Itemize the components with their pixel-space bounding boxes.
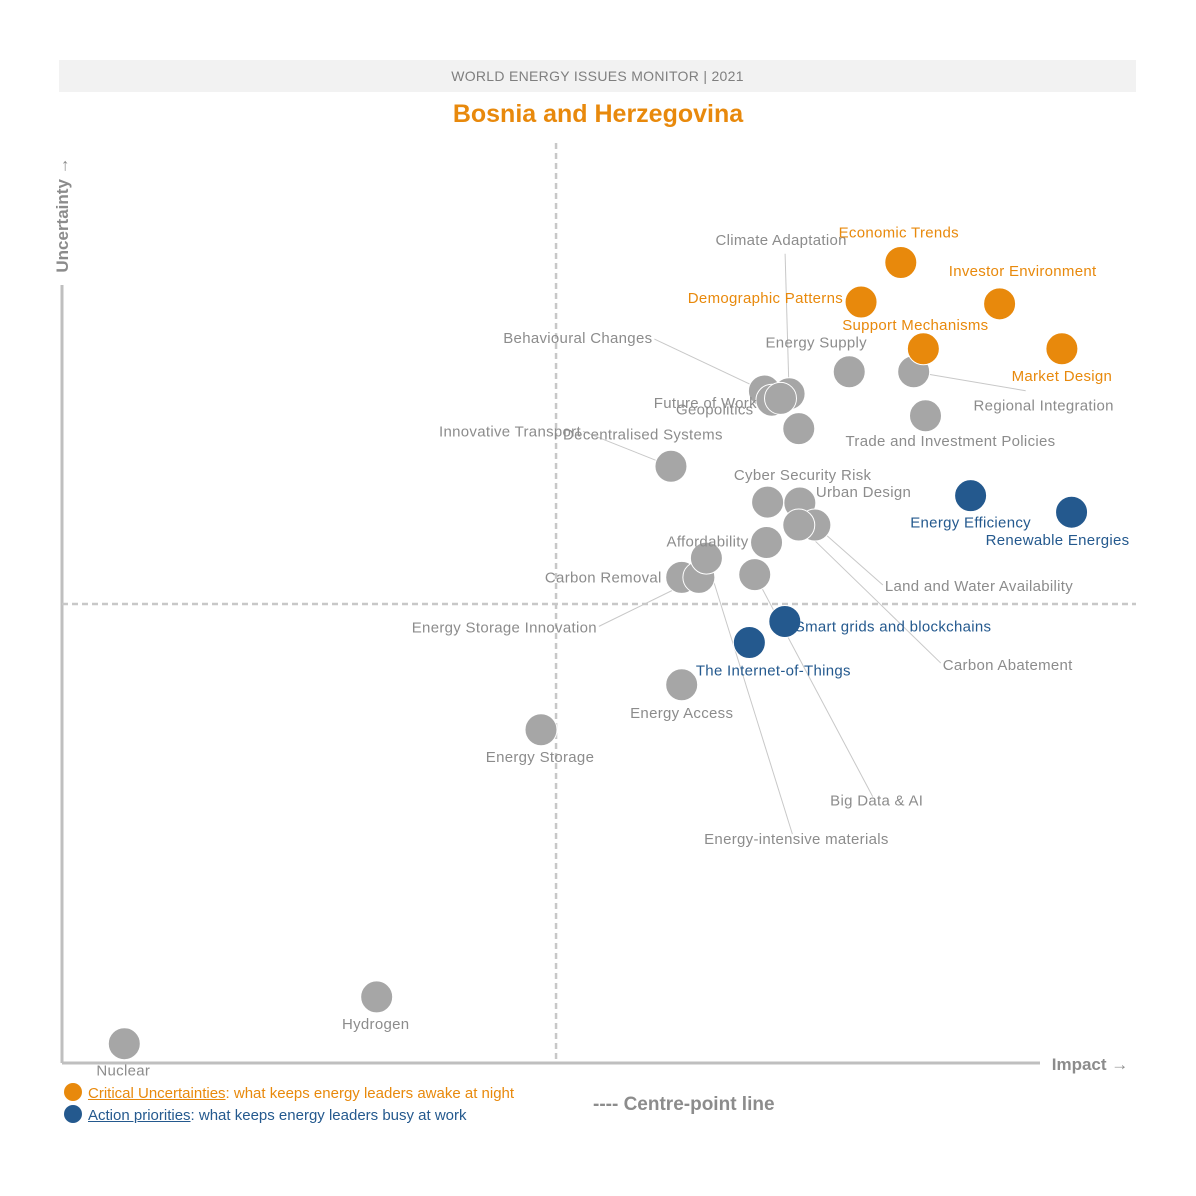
label-investor-environment: Investor Environment xyxy=(949,263,1097,280)
point-trade-and-investment-policies xyxy=(908,399,942,433)
point-nuclear xyxy=(107,1027,141,1061)
label-energy-intensive-materials: Energy-intensive materials xyxy=(704,831,889,848)
report-header: WORLD ENERGY ISSUES MONITOR | 2021 xyxy=(59,60,1136,92)
leader-line-climate-adaptation xyxy=(784,253,790,394)
point-energy-storage xyxy=(524,713,558,747)
label-climate-adaptation: Climate Adaptation xyxy=(715,232,846,249)
legend-action-text: : what keeps energy leaders busy at work xyxy=(190,1107,467,1124)
point-labels: Climate Adaptation Behavioural Changes Ene… xyxy=(96,225,1129,1080)
point-energy-access xyxy=(665,668,699,702)
label-energy-efficiency: Energy Efficiency xyxy=(910,515,1031,532)
leader-line-energy-intensive-materials xyxy=(705,557,793,835)
label-affordability: Affordability xyxy=(667,533,749,550)
label-decentralised-systems: Decentralised Systems xyxy=(563,427,723,444)
label-trade-and-investment-policies: Trade and Investment Policies xyxy=(846,433,1056,450)
point-carbon-abatement xyxy=(782,508,816,542)
legend-action-key: Action priorities xyxy=(88,1107,191,1124)
label-regional-integration: Regional Integration xyxy=(974,398,1114,415)
legend-critical: Critical Uncertainties: what keeps energ… xyxy=(64,1083,514,1102)
label-renewable-energies: Renewable Energies xyxy=(986,532,1130,549)
label-demographic-patterns: Demographic Patterns xyxy=(688,290,843,307)
point-smart-grids-and-blockchains xyxy=(768,604,802,638)
point-energy-intensive-materials xyxy=(689,541,723,575)
label-innovative-transport: Innovative Transport xyxy=(439,423,581,440)
label-economic-trends: Economic Trends xyxy=(839,225,959,242)
point-market-design xyxy=(1045,332,1079,366)
point-innovative-transport xyxy=(654,449,688,483)
label-energy-storage-innovation: Energy Storage Innovation xyxy=(412,619,597,636)
label-hydrogen: Hydrogen xyxy=(342,1016,409,1033)
point-demographic-patterns xyxy=(844,285,878,319)
leader-line-big-data-ai xyxy=(754,574,874,797)
point-energy-supply xyxy=(832,355,866,389)
point-hydrogen xyxy=(360,980,394,1014)
label-energy-access: Energy Access xyxy=(630,705,733,722)
label-carbon-abatement: Carbon Abatement xyxy=(943,657,1073,674)
point-big-data-ai xyxy=(738,558,772,592)
leader-line-carbon-abatement xyxy=(798,524,942,664)
leader-line-behavioural-changes xyxy=(654,338,765,392)
label-the-internet-of-things: The Internet-of-Things xyxy=(696,663,851,680)
label-energy-supply: Energy Supply xyxy=(766,335,868,352)
point-geopolitics xyxy=(764,381,798,415)
legend-critical-dot xyxy=(64,1083,82,1101)
point-support-mechanisms xyxy=(906,332,940,366)
axes: Uncertainty → Impact → xyxy=(53,143,1136,1074)
point-cyber-security-risk xyxy=(751,485,785,519)
label-nuclear: Nuclear xyxy=(96,1063,150,1080)
legend-action-dot xyxy=(64,1105,82,1123)
label-big-data-ai: Big Data & AI xyxy=(830,793,923,810)
point-decentralised-systems xyxy=(782,412,816,446)
label-cyber-security-risk: Cyber Security Risk xyxy=(734,467,872,484)
centre-point-line-note: ---- Centre-point line xyxy=(593,1094,775,1115)
label-carbon-removal: Carbon Removal xyxy=(545,569,662,586)
label-urban-design: Urban Design xyxy=(816,484,911,501)
point-the-internet-of-things xyxy=(732,626,766,660)
label-energy-storage: Energy Storage xyxy=(486,749,594,766)
leader-line-regional-integration xyxy=(913,371,1026,392)
label-land-and-water-availability: Land and Water Availability xyxy=(885,578,1073,595)
point-economic-trends xyxy=(884,246,918,280)
point-investor-environment xyxy=(983,287,1017,321)
y-axis-label: Uncertainty → xyxy=(53,157,72,272)
point-energy-efficiency xyxy=(954,479,988,513)
label-behavioural-changes: Behavioural Changes xyxy=(503,330,652,347)
point-renewable-energies xyxy=(1055,495,1089,529)
legend-critical-text: : what keeps energy leaders awake at nig… xyxy=(225,1085,515,1102)
label-support-mechanisms: Support Mechanisms xyxy=(842,317,988,334)
legend-critical-key: Critical Uncertainties xyxy=(88,1085,226,1102)
label-smart-grids-and-blockchains: Smart grids and blockchains xyxy=(795,618,992,635)
label-market-design: Market Design xyxy=(1012,368,1113,385)
point-affordability xyxy=(750,525,784,559)
legend-action: Action priorities: what keeps energy lea… xyxy=(64,1105,467,1124)
chart-title: Bosnia and Herzegovina xyxy=(452,100,744,128)
data-points xyxy=(107,246,1089,1061)
x-axis-label: Impact → xyxy=(1052,1055,1129,1074)
label-future-of-work: Future of Work xyxy=(654,395,757,412)
label-geopolitics: Geopolitics xyxy=(676,401,754,418)
